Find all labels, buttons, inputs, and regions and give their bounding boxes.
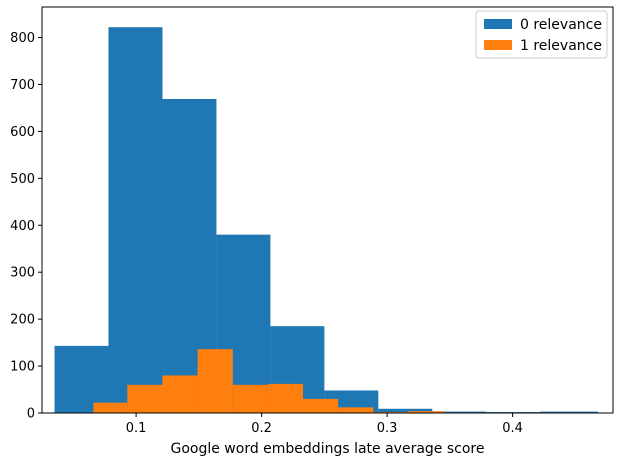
bar-series-1-bin-6	[303, 398, 339, 413]
bar-series-0-bin-0	[54, 345, 109, 413]
y-tick-label: 700	[10, 78, 35, 93]
x-axis-label: Google word embeddings late average scor…	[170, 441, 484, 457]
bar-series-0-bin-1	[108, 27, 163, 414]
x-axis-ticks: 0.1 0.2 0.3 0.4	[126, 413, 523, 436]
x-tick-label: 0.1	[126, 421, 147, 436]
legend: 0 relevance 1 relevance	[475, 10, 608, 59]
y-tick-label: 300	[10, 266, 35, 281]
bar-series-1-bin-3	[197, 349, 233, 413]
y-tick-label: 600	[10, 125, 35, 140]
x-tick-label: 0.4	[502, 421, 523, 436]
y-tick-label: 400	[10, 219, 35, 234]
y-tick-label: 800	[10, 31, 35, 46]
bar-series-1-bin-1	[127, 384, 163, 413]
bar-series-0-bin-9	[540, 411, 598, 413]
bar-series-1-bin-9	[408, 411, 444, 413]
bar-series-1-bin-2	[162, 375, 198, 413]
y-tick-label: 0	[27, 407, 35, 422]
plot-frame	[41, 6, 614, 414]
x-tick-label: 0.3	[377, 421, 398, 436]
bar-series-1-bin-0	[93, 402, 128, 413]
bar-series-1-bin-5	[267, 383, 304, 413]
y-tick-label: 200	[10, 313, 35, 328]
x-tick-label: 0.2	[251, 421, 272, 436]
bar-series-0-bin-6	[378, 408, 433, 413]
legend-label: 0 relevance	[520, 17, 602, 33]
bar-series-1-bin-4	[232, 384, 268, 413]
y-axis-ticks: 0 100 200 300 400 500 600 700 800	[10, 31, 42, 422]
histogram-bars	[54, 27, 598, 414]
legend-swatch	[484, 19, 512, 29]
legend-swatch	[484, 40, 512, 50]
y-tick-label: 100	[10, 360, 35, 375]
bar-series-0-bin-7	[432, 411, 487, 413]
y-tick-label: 500	[10, 172, 35, 187]
legend-label: 1 relevance	[520, 38, 602, 54]
bar-series-1-bin-7	[338, 407, 374, 413]
